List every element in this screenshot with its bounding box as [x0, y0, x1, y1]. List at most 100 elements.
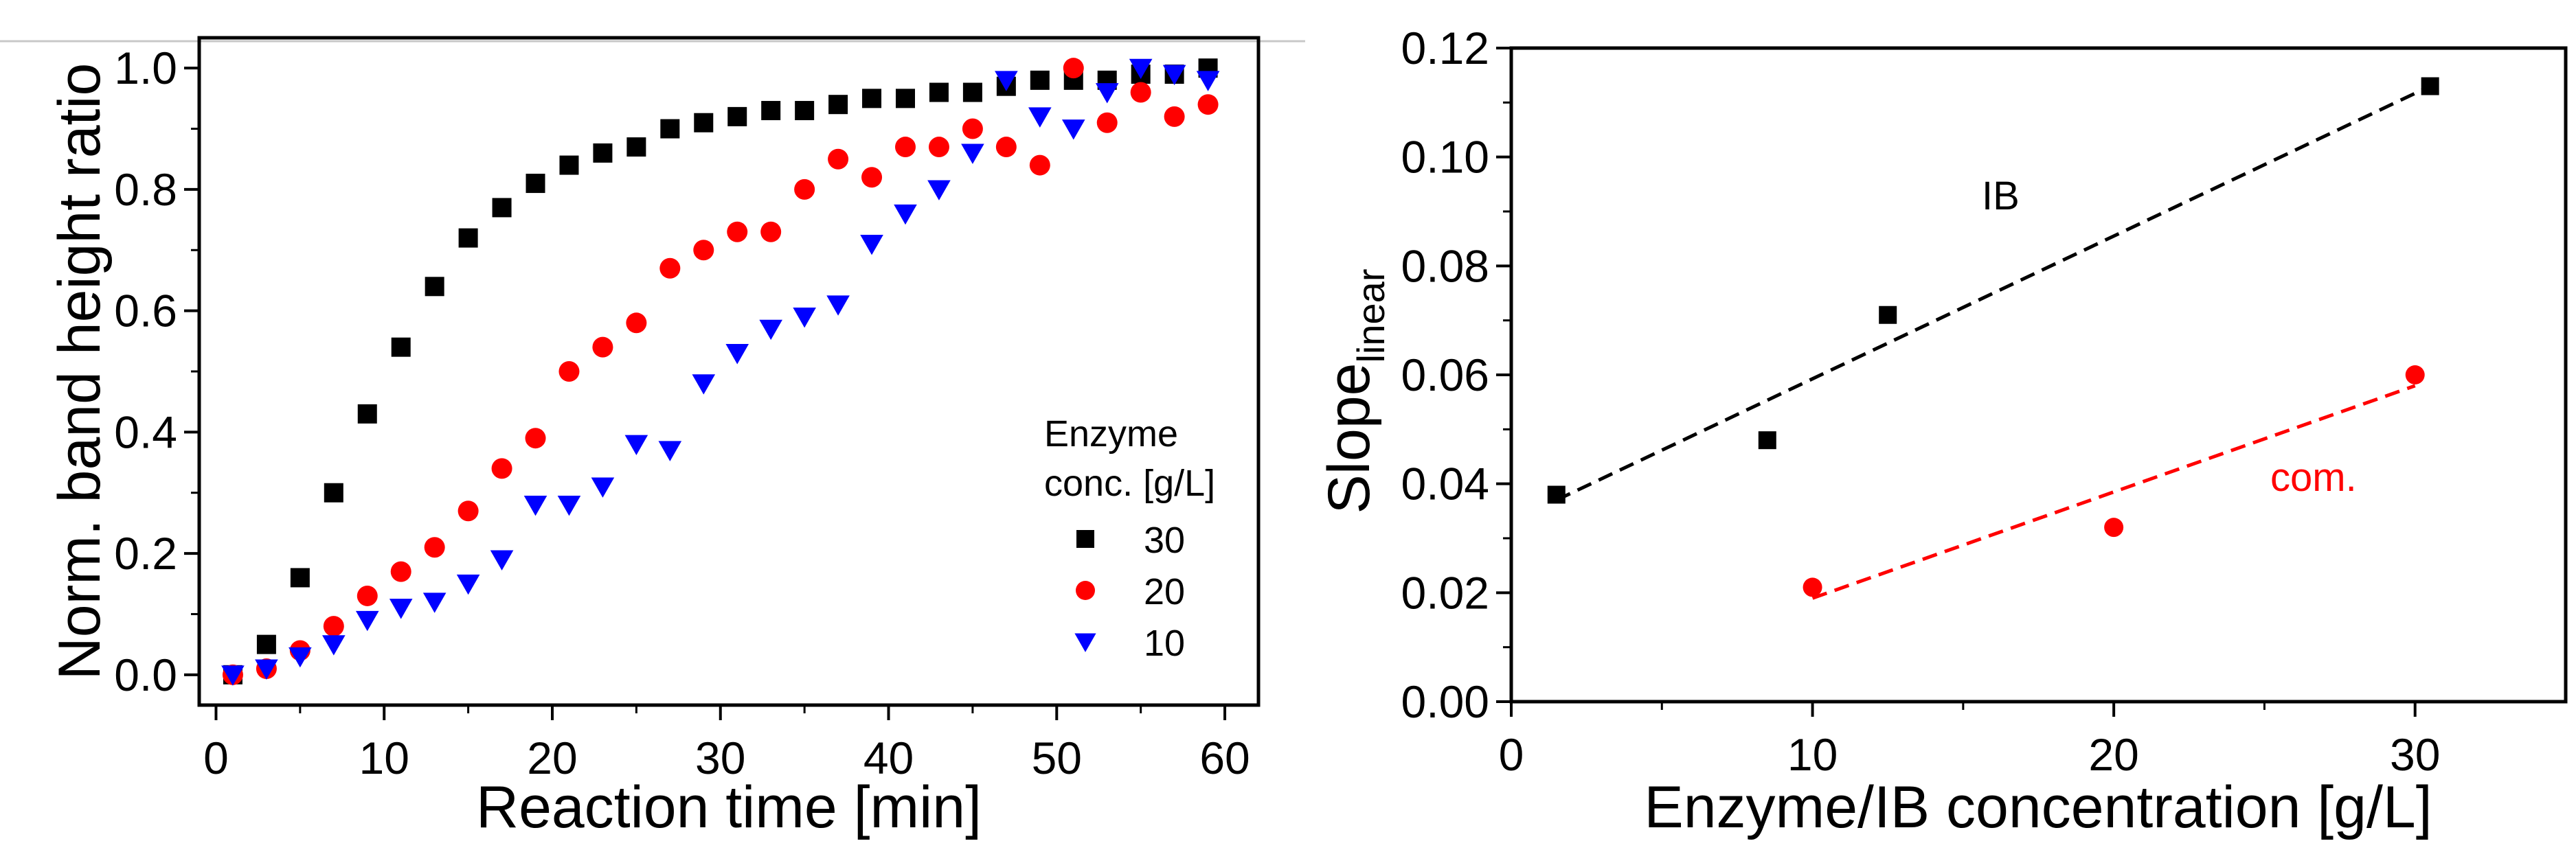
series-30-point [256, 634, 276, 654]
left-plot-frame [197, 36, 1261, 707]
y-tick-label: 1.0 [114, 43, 177, 93]
y-tick-label: 0.12 [1401, 23, 1489, 73]
legend-label-30: 30 [1144, 520, 1185, 561]
series-10-point [759, 319, 782, 341]
series-20-point [592, 336, 613, 358]
series-20-point [457, 500, 479, 522]
series-10-point [1095, 83, 1119, 104]
left-y-axis-label: Norm. band height ratio [47, 63, 113, 680]
series-20-point [525, 428, 546, 449]
series-10-point [456, 574, 480, 595]
legend-title-line2: conc. [g/L] [1044, 463, 1215, 504]
series-30-point [559, 155, 579, 175]
series-10-point [1028, 107, 1052, 128]
series-10-point [422, 592, 447, 613]
series-30-point [862, 89, 882, 108]
y-tick-label: 0.04 [1401, 459, 1489, 509]
series-20-point [895, 137, 916, 158]
left-chart: 0 10 20 30 40 50 60 0.0 0.2 0.4 0.6 0.8 1.0 Reaction… [47, 36, 1261, 840]
y-label-subscript: linear [1349, 269, 1392, 363]
y-tick-label: 0.02 [1401, 567, 1489, 618]
series-10-point [961, 143, 984, 164]
series-30-point [492, 198, 512, 218]
series-com.-point [1803, 577, 1822, 597]
series-10-point [894, 204, 917, 225]
series-10-point [860, 234, 883, 255]
y-tick-label: 0.0 [114, 649, 177, 700]
series-30-point [458, 228, 478, 248]
series-30-point [391, 337, 411, 357]
x-tick-label: 20 [2088, 729, 2138, 780]
legend-marker-10 [1074, 633, 1096, 652]
series-10-point [1061, 119, 1085, 140]
series-20-point [659, 257, 681, 279]
y-tick-label: 0.10 [1401, 132, 1489, 183]
series-30-point [795, 101, 815, 121]
series-30-point [290, 568, 310, 588]
series-10-point [523, 495, 547, 516]
fit-line-com. [1811, 384, 2416, 600]
series-IB-point [1879, 306, 1897, 324]
x-tick-label: 20 [527, 733, 577, 783]
x-tick-label: 50 [1032, 733, 1082, 783]
left-x-axis-label: Reaction time [min] [476, 774, 982, 840]
series-10-point [255, 659, 278, 680]
x-tick-label: 40 [863, 733, 914, 783]
series-20-point [390, 561, 411, 582]
series-10-point [289, 647, 312, 668]
series-20-point [424, 537, 445, 558]
series-20-point [1164, 106, 1185, 127]
series-20-point [760, 221, 782, 242]
series-10-point [591, 477, 615, 498]
series-20-point [491, 458, 512, 479]
series-10-point [725, 344, 749, 365]
right-chart-marks [1547, 77, 2439, 600]
right-chart-ticks: 0 10 20 30 0.00 0.02 0.04 0.06 0.08 0.10 0.12 [1401, 23, 2441, 780]
series-10-point [995, 71, 1018, 91]
left-chart-ticks: 0 10 20 30 40 50 60 0.0 0.2 0.4 0.6 0.8 1.0 [114, 43, 1250, 783]
series-20-point [1096, 112, 1118, 133]
series-IB-point [2421, 77, 2439, 95]
series-com.-point [2104, 518, 2124, 538]
x-tick-label: 10 [359, 733, 409, 783]
series-10-point [557, 495, 581, 516]
annotation-com: com. [2270, 455, 2357, 500]
y-tick-label: 0.08 [1401, 240, 1489, 291]
legend-title-line1: Enzyme [1044, 413, 1178, 454]
annotation-ib: IB [1982, 174, 2020, 218]
series-20-point [1063, 58, 1084, 79]
y-tick-label: 0.2 [114, 528, 177, 579]
y-tick-label: 0.06 [1401, 349, 1489, 400]
series-30-point [727, 106, 747, 126]
series-20-point [357, 585, 378, 606]
series-30-point [660, 119, 680, 139]
x-tick-label: 30 [2390, 729, 2440, 780]
series-10-point [793, 308, 816, 328]
series-20-point [1130, 82, 1151, 103]
series-20-point [928, 137, 949, 158]
x-tick-label: 30 [695, 733, 745, 783]
series-20-point [995, 137, 1017, 158]
legend-label-20: 20 [1144, 571, 1185, 612]
series-30-point [425, 277, 444, 297]
series-20-point [794, 179, 815, 200]
series-30-point [593, 143, 613, 163]
series-20-point [727, 221, 748, 242]
series-com.-point [2405, 365, 2425, 384]
right-chart: 0 10 20 30 0.00 0.02 0.04 0.06 0.08 0.10 0.12 Enzy… [1316, 23, 2568, 840]
series-10-point [658, 441, 682, 461]
right-x-axis-label: Enzyme/IB concentration [g/L] [1644, 774, 2432, 840]
series-10-point [692, 374, 716, 395]
y-tick-label: 0.4 [114, 406, 177, 457]
series-30-point [962, 82, 982, 102]
series-30-point [626, 137, 646, 157]
series-30-point [828, 95, 848, 115]
x-tick-label: 10 [1787, 729, 1838, 780]
series-30-point [694, 113, 714, 133]
y-tick-label: 0.6 [114, 286, 177, 336]
x-tick-label: 0 [1499, 729, 1524, 780]
series-30-point [526, 174, 545, 194]
series-10-point [1162, 65, 1186, 85]
series-20-point [828, 148, 849, 170]
